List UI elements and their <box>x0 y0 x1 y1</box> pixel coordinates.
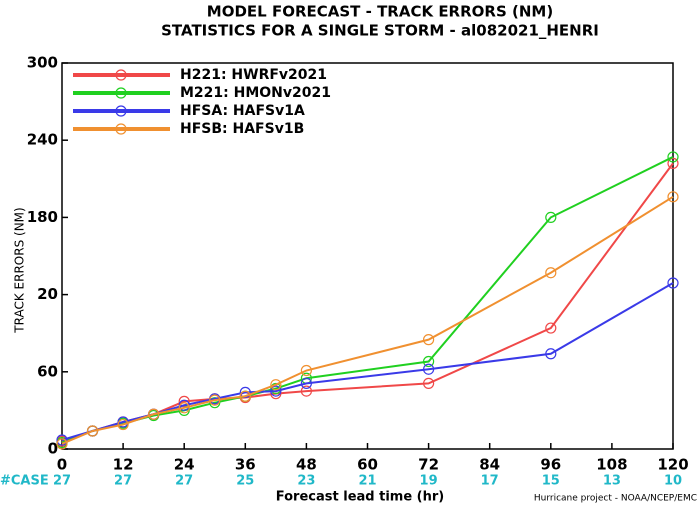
case-count: 27 <box>53 474 71 489</box>
legend-label: HFSB: HAFSv1B <box>180 121 304 137</box>
y-tick-label: 0 <box>48 440 58 458</box>
legend-marker <box>115 123 127 135</box>
data-point <box>270 382 282 395</box>
case-count: 27 <box>175 474 193 489</box>
case-count: 10 <box>664 474 682 489</box>
data-point <box>545 322 557 334</box>
data-point <box>545 267 557 279</box>
case-count: 21 <box>358 474 376 489</box>
x-tick-label: 24 <box>174 456 195 474</box>
data-point <box>667 277 679 289</box>
case-count: 25 <box>236 474 254 489</box>
data-point <box>423 377 435 389</box>
data-point <box>545 211 557 223</box>
chart-title: MODEL FORECAST - TRACK ERRORS (NM) <box>207 3 553 21</box>
legend-marker <box>115 105 127 117</box>
data-point <box>178 395 190 407</box>
data-point <box>667 151 679 163</box>
x-tick-label: 12 <box>113 456 134 474</box>
data-point <box>423 363 435 375</box>
series-line <box>61 162 674 443</box>
x-tick-label: 0 <box>57 456 67 474</box>
case-count: 17 <box>481 474 499 489</box>
data-point <box>667 191 679 203</box>
series-line <box>61 156 674 444</box>
x-tick-label: 120 <box>657 456 688 474</box>
case-count: 19 <box>420 474 438 489</box>
data-point <box>270 385 282 397</box>
data-point <box>86 425 99 437</box>
annotation: Hurricane project - NOAA/NCEP/EMC <box>534 494 697 504</box>
legend-label: M221: HMONv2021 <box>180 85 331 101</box>
data-point <box>270 379 282 391</box>
x-tick-label: 60 <box>357 456 378 474</box>
y-tick-label: 240 <box>27 131 58 149</box>
x-axis-label: Forecast lead time (hr) <box>276 490 444 505</box>
data-point <box>209 394 221 406</box>
x-tick-label: 72 <box>418 456 439 474</box>
data-point <box>667 157 679 169</box>
plot-frame <box>61 62 674 450</box>
chart-subtitle: STATISTICS FOR A SINGLE STORM - al082021… <box>161 22 599 40</box>
x-tick-label: 108 <box>596 456 627 474</box>
y-tick-label: 180 <box>27 208 58 226</box>
y-axis-label: TRACK ERRORS (NM) <box>13 207 27 333</box>
data-point <box>545 348 557 360</box>
x-tick-label: 84 <box>479 456 500 474</box>
y-tick-label: 60 <box>37 362 58 380</box>
data-point <box>178 402 190 414</box>
legend-label: HFSA: HAFSv1A <box>180 103 305 119</box>
data-point <box>148 408 160 420</box>
legend-marker <box>115 87 127 99</box>
legend-marker <box>115 69 127 81</box>
x-tick-label: 36 <box>235 456 256 474</box>
data-point <box>423 355 435 368</box>
case-count: 15 <box>542 474 560 489</box>
data-point <box>178 399 190 411</box>
x-tick-label: 48 <box>296 456 317 474</box>
data-point <box>300 364 312 377</box>
data-point <box>117 418 129 431</box>
case-count: 27 <box>114 474 132 489</box>
data-point <box>209 397 221 409</box>
data-point <box>56 434 68 446</box>
series-line <box>61 195 674 445</box>
x-tick-label: 96 <box>540 456 561 474</box>
legend-label: H221: HWRFv2021 <box>180 67 327 83</box>
data-point <box>300 385 312 397</box>
data-point <box>239 390 251 402</box>
y-tick-label: 20 <box>37 285 58 303</box>
y-tick-label: 300 <box>27 54 58 72</box>
data-point <box>56 438 68 450</box>
data-point <box>239 386 251 398</box>
case-count: 23 <box>297 474 315 489</box>
case-count: 13 <box>603 474 621 489</box>
data-point <box>423 334 435 346</box>
data-point <box>300 377 312 389</box>
case-label: #CASE <box>0 474 49 489</box>
